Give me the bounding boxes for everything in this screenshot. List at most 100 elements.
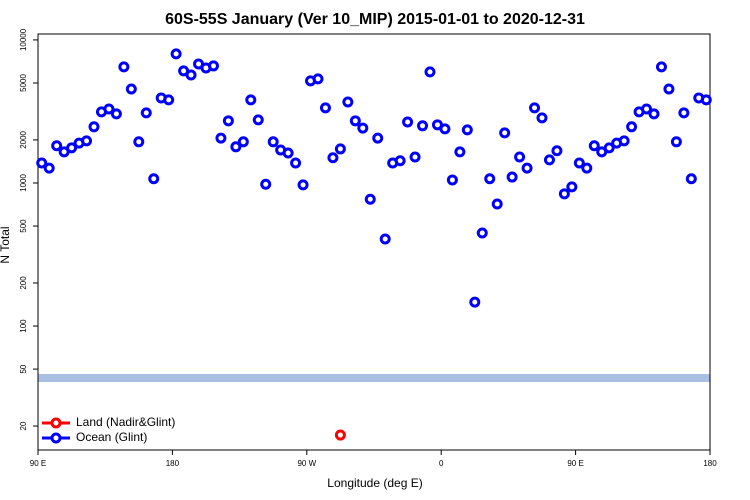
point [43, 162, 55, 174]
point [267, 136, 279, 148]
y-tick-label: 2000 [19, 130, 28, 148]
point [603, 142, 615, 154]
point [319, 102, 331, 114]
point [237, 136, 249, 148]
point [618, 135, 630, 147]
point [536, 112, 548, 124]
y-tick-label: 50 [19, 364, 28, 373]
x-tick-label: 0 [439, 459, 444, 468]
point [297, 179, 309, 191]
point [573, 157, 585, 169]
x-tick-label: 90 E [567, 459, 583, 468]
legend-marker [50, 417, 62, 429]
point [163, 94, 175, 106]
y-tick-label: 500 [19, 219, 28, 233]
point [529, 102, 541, 114]
x-tick-label: 180 [703, 459, 717, 468]
point [252, 114, 264, 126]
point [476, 227, 488, 239]
point [140, 107, 152, 119]
point [670, 136, 682, 148]
legend-marker [50, 432, 62, 444]
point [290, 157, 302, 169]
point [372, 132, 384, 144]
x-tick-label: 90 E [30, 459, 46, 468]
point [334, 143, 346, 155]
point [312, 73, 324, 85]
x-axis-label: Longitude (deg E) [327, 476, 422, 490]
point [364, 193, 376, 205]
point [439, 123, 451, 135]
point [446, 174, 458, 186]
point [394, 155, 406, 167]
point [334, 429, 346, 441]
point [342, 96, 354, 108]
point [66, 142, 78, 154]
y-tick-label: 100 [19, 319, 28, 333]
point [215, 132, 227, 144]
x-tick-label: 90 W [297, 459, 316, 468]
y-tick-label: 1000 [19, 174, 28, 192]
point [170, 48, 182, 60]
plot-frame [37, 33, 711, 451]
point [110, 108, 122, 120]
point [626, 121, 638, 133]
point [641, 103, 653, 115]
point [125, 83, 137, 95]
point [581, 162, 593, 174]
point [566, 181, 578, 193]
point [81, 135, 93, 147]
x-tick-label: 180 [166, 459, 180, 468]
point [118, 61, 130, 73]
point [417, 120, 429, 132]
point [260, 178, 272, 190]
y-axis-label: N Total [0, 226, 12, 263]
point [424, 66, 436, 78]
band [38, 374, 710, 382]
point [678, 107, 690, 119]
point [663, 83, 675, 95]
point [491, 198, 503, 210]
point [103, 103, 115, 115]
point [499, 127, 511, 139]
point [133, 136, 145, 148]
point [514, 151, 526, 163]
point [185, 69, 197, 81]
chart-title: 60S-55S January (Ver 10_MIP) 2015-01-01 … [165, 11, 585, 28]
point [461, 124, 473, 136]
point [327, 152, 339, 164]
point [454, 146, 466, 158]
point [207, 60, 219, 72]
point [655, 61, 667, 73]
point [88, 121, 100, 133]
point [245, 94, 257, 106]
y-tick-label: 10000 [19, 28, 28, 51]
point [230, 141, 242, 153]
point [551, 145, 563, 157]
point [357, 122, 369, 134]
point [685, 173, 697, 185]
point [558, 188, 570, 200]
point [648, 108, 660, 120]
point [222, 115, 234, 127]
y-tick-label: 20 [19, 421, 28, 430]
point [484, 173, 496, 185]
y-tick-label: 200 [19, 276, 28, 290]
point [36, 157, 48, 169]
point [543, 154, 555, 166]
legend-label: Land (Nadir&Glint) [76, 415, 175, 429]
legend-label: Ocean (Glint) [76, 430, 147, 444]
point [349, 115, 361, 127]
point [51, 140, 63, 152]
point [402, 116, 414, 128]
point [379, 233, 391, 245]
point [588, 140, 600, 152]
point [506, 171, 518, 183]
point [469, 296, 481, 308]
point [282, 147, 294, 159]
point [521, 162, 533, 174]
point [700, 94, 712, 106]
y-tick-label: 5000 [19, 74, 28, 92]
point [148, 173, 160, 185]
